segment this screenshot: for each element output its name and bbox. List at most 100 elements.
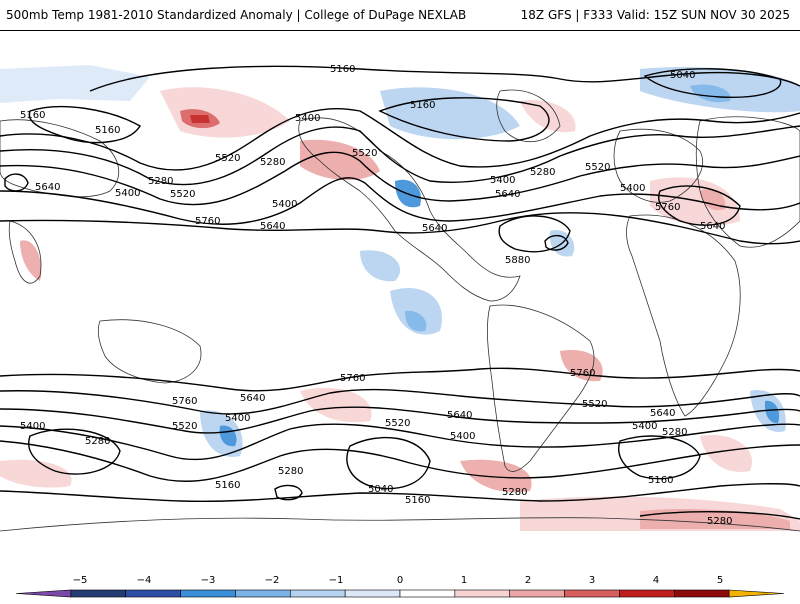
contour-5280-b — [0, 440, 800, 483]
anomaly-region — [390, 287, 442, 335]
colorbar-tick: 2 — [525, 575, 531, 586]
colorbar-segment — [673, 589, 730, 598]
contour-label: 5160 — [648, 475, 673, 486]
colorbar-tick: −4 — [137, 575, 152, 586]
coast-europe — [613, 128, 703, 203]
contour-label: 5760 — [655, 202, 680, 213]
contour-5280-south — [639, 511, 800, 520]
contour-label: 5280 — [260, 157, 285, 168]
contour-label: 5520 — [385, 418, 410, 429]
contour-label: 5400 — [295, 113, 320, 124]
contour-5520-a — [0, 151, 800, 206]
colorbar-ticks: −5 −4 −3 −2 −1 0 1 2 3 4 5 — [73, 575, 724, 586]
coast-asia-west — [0, 119, 119, 198]
contour-5400-b — [0, 423, 800, 461]
contour-label: 5280 — [278, 466, 303, 477]
anomaly-region — [460, 459, 532, 493]
colorbar-tick: −2 — [265, 575, 280, 586]
contour-label: 5640 — [35, 182, 60, 193]
colorbar-segment — [728, 589, 785, 598]
colorbar-tick: −5 — [73, 575, 88, 586]
coast-india — [8, 220, 42, 284]
contour-label: 5760 — [172, 396, 197, 407]
anomaly-region — [405, 310, 427, 332]
anomaly-region — [764, 400, 780, 424]
contour-labels: 5160 5040 5160 5160 5400 5160 5520 5280 … — [20, 64, 732, 527]
anomaly-map: 5160 5040 5160 5160 5400 5160 5520 5280 … — [0, 30, 800, 559]
contour-label: 5640 — [650, 408, 675, 419]
contour-label: 5400 — [490, 175, 515, 186]
contour-5160 — [89, 65, 800, 92]
contour-label: 5400 — [115, 188, 140, 199]
contour-label: 5640 — [495, 189, 520, 200]
colorbar-segment — [180, 589, 236, 598]
colorbar-tick: 1 — [461, 575, 467, 586]
contour-label: 5280 — [502, 487, 527, 498]
colorbar-segment — [344, 589, 401, 598]
contour-5160-ring — [28, 105, 141, 144]
contour-label: 5520 — [172, 421, 197, 432]
contour-label: 5160 — [95, 125, 120, 136]
colorbar-tick: 4 — [653, 575, 659, 586]
colorbar: −5 −4 −3 −2 −1 0 1 2 3 4 5 — [0, 570, 800, 600]
contour-label: 5520 — [352, 148, 377, 159]
coast-asia — [695, 116, 800, 248]
contour-label: 5520 — [170, 189, 195, 200]
run-info: 18Z GFS | F333 Valid: 15Z SUN NOV 30 202… — [520, 8, 790, 22]
contour-label: 5400 — [272, 199, 297, 210]
contour-label: 5160 — [410, 100, 435, 111]
contour-5160-b — [0, 483, 800, 503]
contour-5040-ring — [346, 436, 431, 490]
contour-label: 5400 — [225, 413, 250, 424]
colorbar-segment — [619, 589, 675, 598]
contour-ring-south-small — [274, 484, 303, 501]
contour-label: 5520 — [585, 162, 610, 173]
contour-label: 5400 — [450, 431, 475, 442]
contour-5760-a — [0, 212, 800, 245]
contour-5400-a — [0, 125, 800, 186]
anomaly-region — [560, 350, 603, 382]
colorbar-segment — [509, 589, 565, 598]
contour-label: 5400 — [20, 421, 45, 432]
anomaly-region — [690, 84, 731, 103]
colorbar-segment — [125, 589, 181, 598]
height-contours — [0, 65, 800, 520]
colorbar-tick: −3 — [201, 575, 216, 586]
contour-5880-small — [544, 234, 569, 251]
colorbar-svg: −5 −4 −3 −2 −1 0 1 2 3 4 5 — [15, 575, 785, 598]
contour-label: 5280 — [85, 436, 110, 447]
colorbar-tick: 0 — [397, 575, 403, 586]
coast-africa — [626, 214, 741, 417]
contour-label: 5640 — [260, 221, 285, 232]
contour-label: 5160 — [215, 480, 240, 491]
contour-5640-b — [0, 388, 800, 415]
header-bar: 500mb Temp 1981-2010 Standardized Anomal… — [0, 0, 800, 30]
anomaly-region — [300, 139, 380, 181]
colorbar-segment — [235, 589, 291, 598]
anomaly-region — [360, 250, 401, 282]
coast-antarctica — [0, 517, 800, 532]
contour-label: 5760 — [340, 373, 365, 384]
contour-label: 5760 — [195, 216, 220, 227]
colorbar-segment — [454, 589, 511, 598]
colorbar-tick: 3 — [589, 575, 595, 586]
contour-label: 5400 — [620, 183, 645, 194]
contour-5640-a — [0, 177, 800, 225]
colorbar-segment — [399, 589, 456, 598]
contour-label: 5280 — [148, 176, 173, 187]
contour-5520-b — [0, 406, 800, 434]
anomaly-region — [0, 459, 72, 488]
contour-label: 5280 — [530, 167, 555, 178]
colorbar-segment — [15, 589, 72, 598]
contour-label: 5280 — [662, 427, 687, 438]
map-title: 500mb Temp 1981-2010 Standardized Anomal… — [6, 8, 467, 22]
contour-5880-ring — [498, 215, 571, 253]
anomaly-region — [700, 189, 726, 211]
anomaly-region — [380, 87, 520, 140]
contour-label: 5880 — [505, 255, 530, 266]
contour-label: 5520 — [215, 153, 240, 164]
contour-5640-ring-eu — [658, 185, 741, 226]
anomaly-region — [640, 509, 790, 529]
coast-south-america — [487, 304, 595, 472]
contour-label: 5760 — [570, 368, 595, 379]
